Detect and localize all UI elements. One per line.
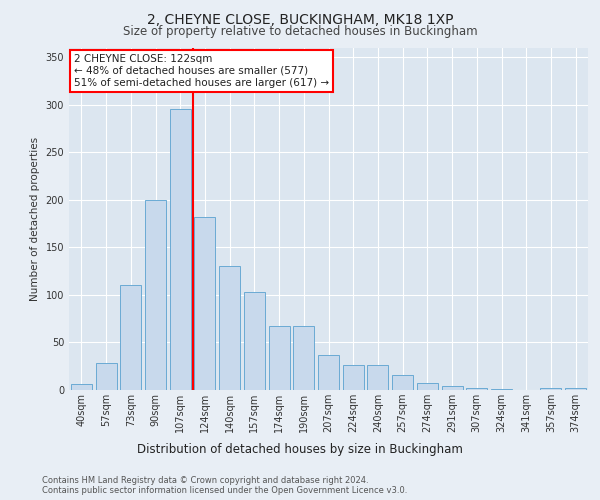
Text: Distribution of detached houses by size in Buckingham: Distribution of detached houses by size … bbox=[137, 442, 463, 456]
Bar bbox=[541, 388, 562, 390]
Bar bbox=[244, 292, 265, 390]
Bar bbox=[318, 355, 339, 390]
Bar bbox=[343, 366, 364, 390]
Bar bbox=[491, 389, 512, 390]
Bar bbox=[219, 266, 240, 390]
Bar bbox=[120, 286, 141, 390]
Bar bbox=[442, 386, 463, 390]
Text: Size of property relative to detached houses in Buckingham: Size of property relative to detached ho… bbox=[122, 25, 478, 38]
Text: 2, CHEYNE CLOSE, BUCKINGHAM, MK18 1XP: 2, CHEYNE CLOSE, BUCKINGHAM, MK18 1XP bbox=[147, 12, 453, 26]
Bar bbox=[269, 326, 290, 390]
Bar bbox=[194, 217, 215, 390]
Bar bbox=[417, 384, 438, 390]
Text: Contains HM Land Registry data © Crown copyright and database right 2024.: Contains HM Land Registry data © Crown c… bbox=[42, 476, 368, 485]
Bar bbox=[392, 375, 413, 390]
Bar bbox=[71, 384, 92, 390]
Bar bbox=[565, 388, 586, 390]
Bar bbox=[145, 200, 166, 390]
Text: Contains public sector information licensed under the Open Government Licence v3: Contains public sector information licen… bbox=[42, 486, 407, 495]
Y-axis label: Number of detached properties: Number of detached properties bbox=[30, 136, 40, 301]
Text: 2 CHEYNE CLOSE: 122sqm
← 48% of detached houses are smaller (577)
51% of semi-de: 2 CHEYNE CLOSE: 122sqm ← 48% of detached… bbox=[74, 54, 329, 88]
Bar bbox=[293, 326, 314, 390]
Bar bbox=[466, 388, 487, 390]
Bar bbox=[170, 110, 191, 390]
Bar bbox=[367, 366, 388, 390]
Bar bbox=[95, 364, 116, 390]
